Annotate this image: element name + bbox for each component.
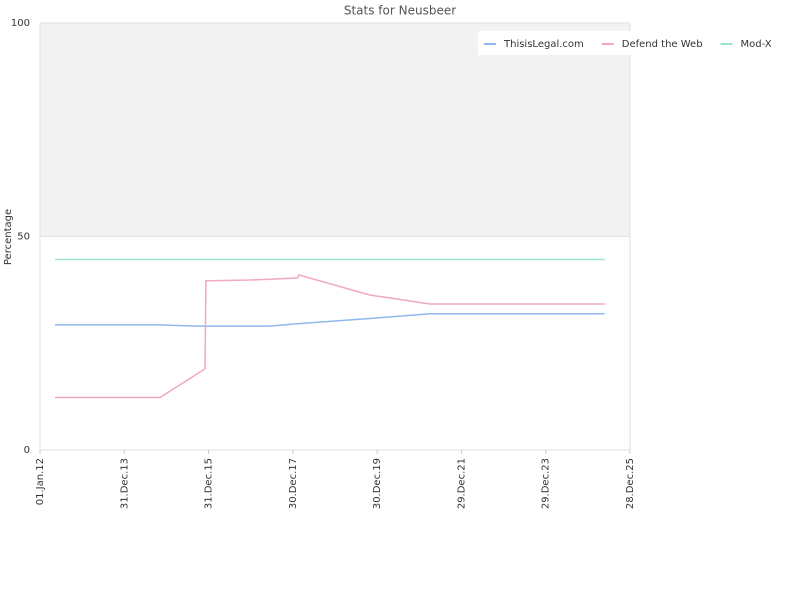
y-axis-label: Percentage: [3, 209, 14, 265]
x-tick-label: 31.Dec.13: [119, 458, 130, 509]
line: [55, 274, 605, 399]
line: [55, 313, 605, 327]
legend-label: Mod-X: [741, 39, 772, 50]
x-tick-label: 01.Jan.12: [35, 458, 46, 505]
chart-title: Stats for Neusbeer: [344, 4, 456, 18]
y-tick-label: 100: [11, 18, 30, 29]
x-tick-label: 30.Dec.19: [372, 458, 383, 509]
x-tick-label: 29.Dec.23: [541, 458, 552, 509]
y-tick-label: 0: [24, 445, 30, 456]
x-tick-label: 29.Dec.21: [456, 458, 467, 509]
x-tick-label: 28.Dec.25: [625, 458, 636, 509]
legend-label: Defend the Web: [622, 39, 703, 50]
x-tick-label: 31.Dec.15: [204, 458, 215, 509]
legend-label: ThisisLegal.com: [503, 39, 584, 50]
y-tick-label: 50: [17, 232, 30, 243]
x-tick-label: 30.Dec.17: [288, 458, 299, 509]
upper-band: [40, 23, 630, 237]
